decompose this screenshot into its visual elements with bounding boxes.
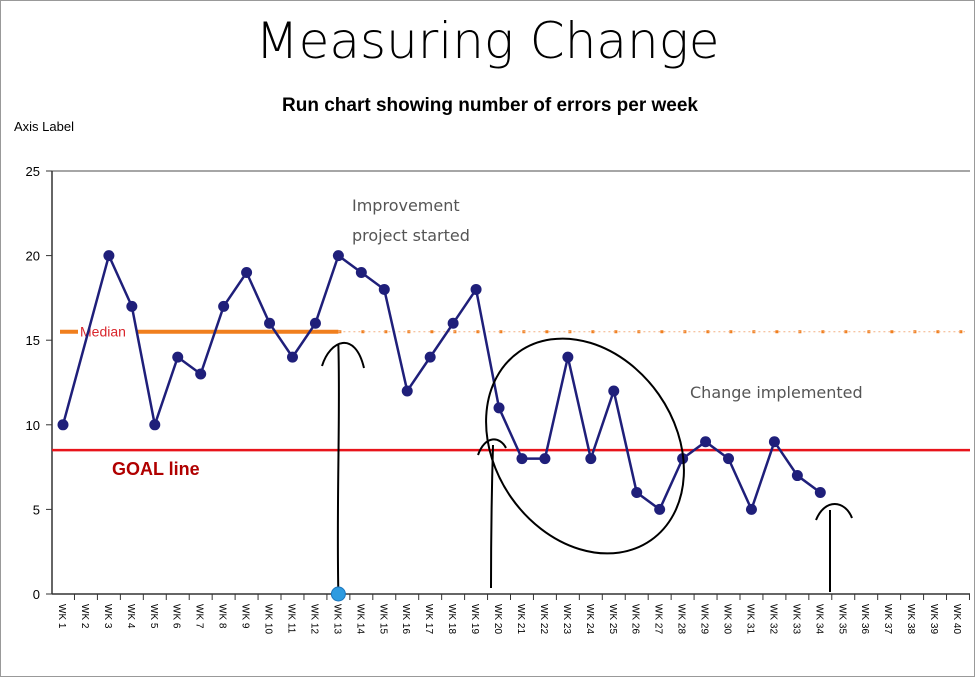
change-ellipse [485, 337, 685, 555]
x-tick-label: WK 13 [331, 604, 342, 634]
y-axis-label: Axis Label [14, 119, 74, 134]
data-point [700, 436, 712, 448]
y-tick-label: 0 [33, 587, 40, 602]
x-tick-label: WK 10 [263, 604, 274, 634]
x-tick-label: WK 18 [446, 604, 457, 634]
data-point [447, 317, 459, 329]
data-point [768, 436, 780, 448]
x-tick-label: WK 39 [928, 604, 939, 634]
data-point [195, 368, 207, 380]
data-point [401, 385, 413, 397]
data-point [57, 419, 69, 431]
x-tick-label: WK 7 [194, 604, 205, 629]
data-point [218, 300, 230, 312]
y-tick-label: 25 [26, 164, 40, 179]
data-point [103, 250, 115, 262]
arrow-improvement-head [321, 342, 365, 369]
x-tick-label: WK 24 [584, 604, 595, 634]
y-tick-label: 10 [26, 418, 40, 433]
x-tick-label: WK 28 [676, 604, 687, 634]
arrow-change-shaft [490, 444, 494, 589]
annotation-improvement-2: project started [352, 226, 470, 245]
slide-title: Measuring Change [255, 12, 720, 70]
data-point [791, 470, 803, 482]
x-tick-label: WK 3 [102, 604, 113, 629]
x-tick-label: WK 14 [354, 604, 365, 634]
annotation-change: Change implemented [690, 383, 863, 402]
x-tick-label: WK 5 [148, 604, 159, 629]
x-tick-label: WK 27 [653, 604, 664, 634]
x-tick-label: WK 17 [423, 604, 434, 634]
chart-title: Run chart showing number of errors per w… [282, 95, 698, 116]
x-tick-label: WK 15 [377, 604, 388, 634]
data-point [493, 402, 505, 414]
annotation-improvement-1: Improvement [352, 196, 460, 215]
arrow-end-head [815, 503, 853, 521]
x-tick-label: WK 19 [469, 604, 480, 634]
data-point [631, 486, 643, 498]
data-point [264, 317, 276, 329]
x-tick-label: WK 29 [699, 604, 710, 634]
x-tick-label: WK 30 [722, 604, 733, 634]
x-tick-label: WK 20 [492, 604, 503, 634]
data-point [126, 300, 138, 312]
data-point [355, 267, 367, 279]
y-tick-label: 5 [33, 502, 40, 517]
x-tick-label: WK 9 [240, 604, 251, 629]
y-tick-label: 20 [26, 249, 40, 264]
arrow-change-head [477, 438, 507, 456]
data-point [562, 351, 574, 363]
x-tick-label: WK 36 [859, 604, 870, 634]
median-label-bg [78, 322, 136, 341]
data-point [332, 250, 344, 262]
x-tick-label: WK 12 [308, 604, 319, 634]
cursor-marker [330, 586, 346, 602]
x-tick-label: WK 31 [744, 604, 755, 634]
data-point [241, 267, 253, 279]
series-line [61, 251, 822, 513]
data-point [309, 317, 321, 329]
x-tick-label: WK 26 [630, 604, 641, 634]
x-tick-label: WK 1 [56, 604, 67, 629]
x-tick-label: WK 4 [125, 604, 136, 629]
x-tick-label: WK 6 [171, 604, 182, 629]
x-tick-label: WK 34 [813, 604, 824, 634]
data-point [654, 503, 666, 515]
data-point [723, 453, 735, 465]
arrow-improvement-shaft [336, 344, 340, 596]
x-tick-label: WK 2 [79, 604, 90, 629]
data-point [585, 453, 597, 465]
data-point [814, 486, 826, 498]
data-point [745, 503, 757, 515]
data-point [539, 453, 551, 465]
data-point [378, 283, 390, 295]
data-point [172, 351, 184, 363]
x-tick-label: WK 38 [905, 604, 916, 634]
x-tick-label: WK 16 [400, 604, 411, 634]
x-tick-label: WK 32 [767, 604, 778, 634]
goal-line-label: GOAL line [112, 459, 200, 479]
x-tick-label: WK 40 [951, 604, 962, 634]
data-point [516, 453, 528, 465]
data-point [470, 283, 482, 295]
x-tick-label: WK 35 [836, 604, 847, 634]
data-point [286, 351, 298, 363]
x-tick-label: WK 8 [217, 604, 228, 629]
x-tick-label: WK 23 [561, 604, 572, 634]
x-tick-label: WK 21 [515, 604, 526, 634]
median-label: Median [80, 324, 126, 340]
data-point [424, 351, 436, 363]
x-tick-label: WK 11 [285, 604, 296, 634]
x-tick-label: WK 37 [882, 604, 893, 634]
x-tick-label: WK 22 [538, 604, 549, 634]
y-tick-label: 15 [26, 333, 40, 348]
x-tick-label: WK 33 [790, 604, 801, 634]
data-point [149, 419, 161, 431]
x-tick-label: WK 25 [607, 604, 618, 634]
data-point [608, 385, 620, 397]
